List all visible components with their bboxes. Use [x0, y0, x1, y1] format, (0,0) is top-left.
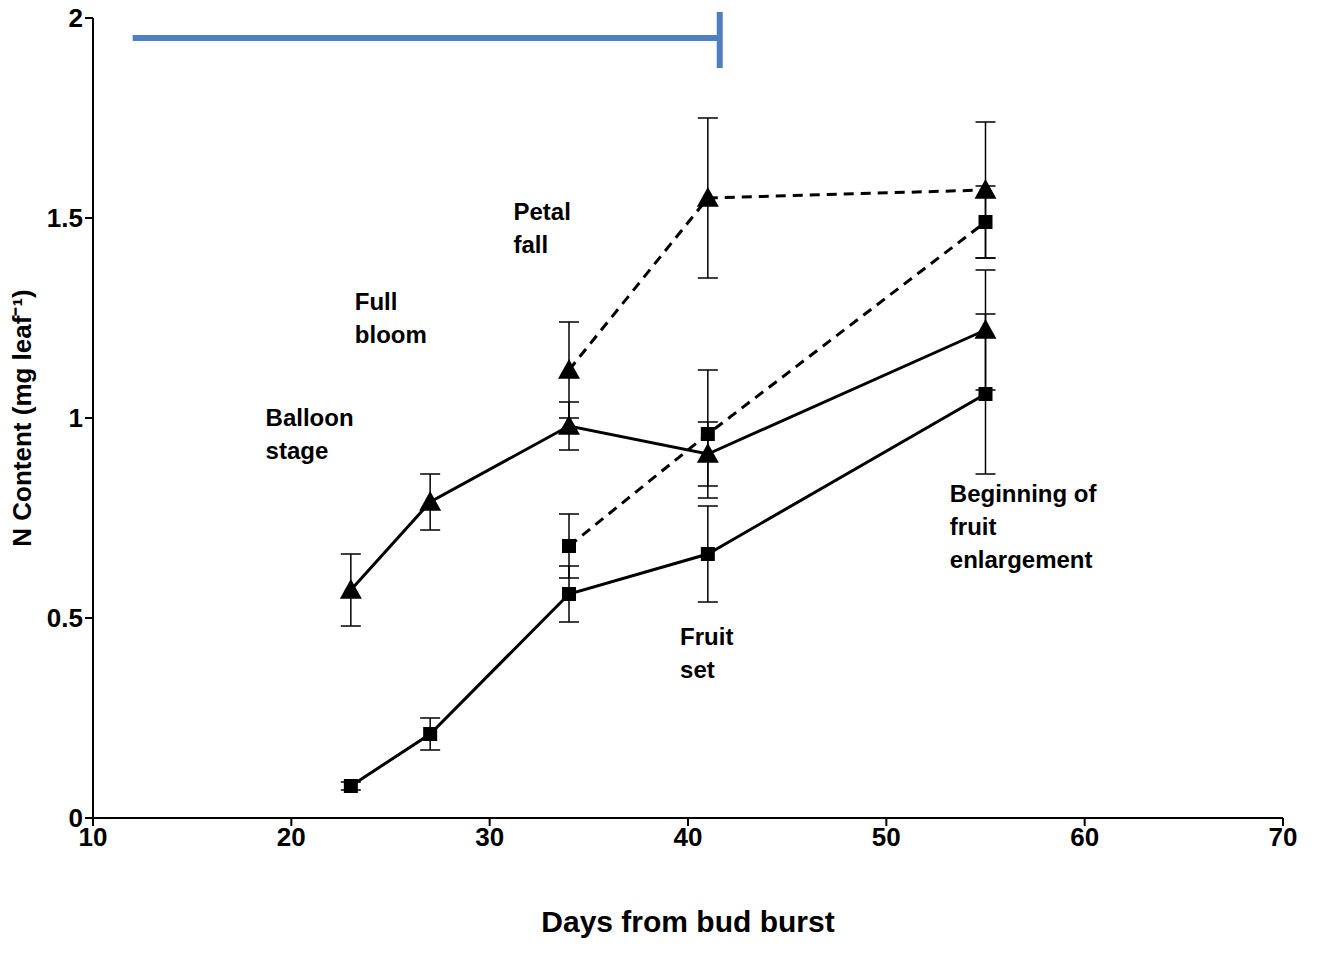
svg-text:40: 40	[674, 822, 703, 852]
svg-text:Balloonstage: Balloonstage	[266, 404, 354, 464]
svg-text:60: 60	[1070, 822, 1099, 852]
svg-text:Fullbloom: Fullbloom	[355, 288, 427, 348]
svg-text:Days from bud burst: Days from bud burst	[541, 905, 834, 938]
svg-text:10: 10	[78, 822, 108, 853]
svg-text:2: 2	[69, 3, 83, 33]
svg-text:Fruitset: Fruitset	[680, 623, 733, 683]
svg-text:20: 20	[277, 822, 306, 852]
svg-text:N Content (mg leaf⁻¹): N Content (mg leaf⁻¹)	[7, 289, 37, 546]
svg-text:Beginning offruitenlargement: Beginning offruitenlargement	[950, 480, 1098, 573]
svg-text:0: 0	[69, 803, 83, 833]
svg-text:30: 30	[475, 822, 504, 852]
svg-text:50: 50	[872, 822, 901, 852]
svg-text:0.5: 0.5	[47, 603, 83, 633]
svg-text:1: 1	[69, 403, 83, 433]
svg-text:70: 70	[1269, 822, 1298, 852]
svg-text:Petalfall: Petalfall	[513, 198, 570, 258]
svg-text:1.5: 1.5	[47, 203, 83, 233]
